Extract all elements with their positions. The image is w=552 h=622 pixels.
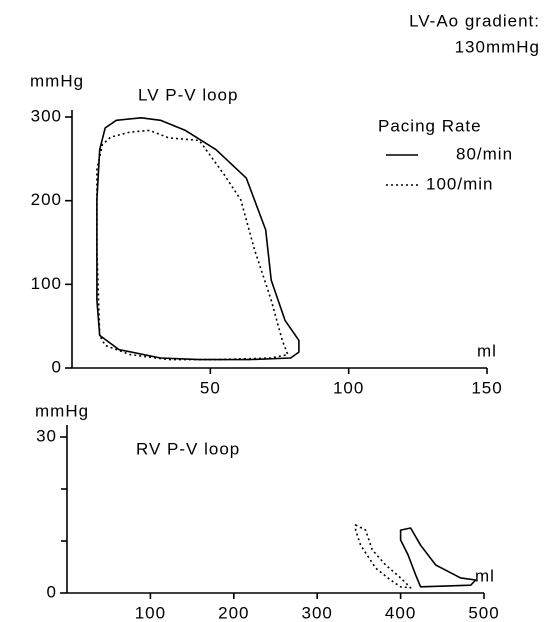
y-tick-label: 200 [31,190,62,209]
x-axis-label: ml [477,341,497,360]
y-tick-label: 30 [36,426,57,445]
x-tick-label: 400 [385,603,416,622]
y-axis-label: mmHg [30,71,84,90]
legend-label: 80/min [456,144,513,163]
chart-title: RV P-V loop [136,439,240,458]
x-tick-label: 100 [333,378,364,397]
x-tick-label: 300 [302,603,333,622]
pv-loop [96,129,289,361]
pv-loop [399,527,477,588]
x-tick-label: 200 [218,603,249,622]
y-axis-label: mmHg [35,401,89,420]
legend-title: Pacing Rate [378,116,482,135]
annotation: 130mmHg [455,37,540,56]
chart-title: LV P-V loop [138,85,238,104]
y-tick-label: 0 [47,582,57,601]
y-tick-label: 100 [31,274,62,293]
x-tick-label: 500 [468,603,499,622]
pv-loop [354,524,412,589]
y-tick-label: 300 [31,106,62,125]
x-tick-label: 50 [200,378,221,397]
pv-loop [96,117,300,361]
y-tick-label: 0 [52,357,62,376]
x-axis-label: ml [475,566,495,585]
x-tick-label: 100 [135,603,166,622]
x-tick-label: 150 [471,378,502,397]
legend-label: 100/min [426,174,493,193]
annotation: LV-Ao gradient: [409,11,540,30]
